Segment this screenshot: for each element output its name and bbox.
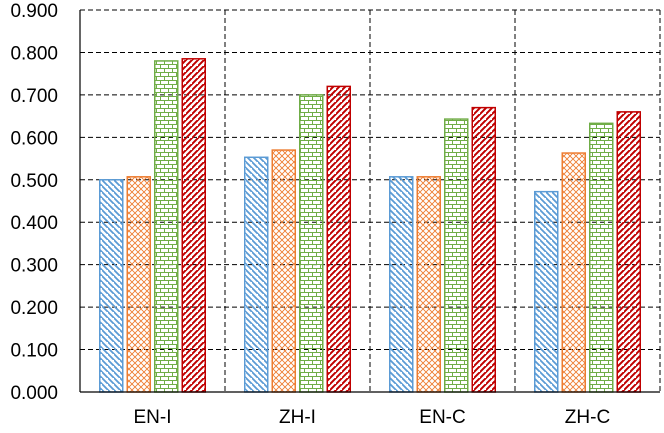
y-tick-label: 0.300 <box>10 256 58 277</box>
bar-zh-i-series-1 <box>244 156 269 393</box>
bar-en-i-series-2 <box>126 176 151 393</box>
y-tick-label: 0.700 <box>10 86 58 107</box>
bar-en-c-series-2 <box>416 176 441 393</box>
bar-zh-c-series-4 <box>616 111 641 393</box>
y-axis-tick-labels: 0.000 0.100 0.200 0.300 0.400 0.500 0.600 0.700… <box>10 1 58 404</box>
bars <box>99 58 641 393</box>
bar-en-c-series-3 <box>444 118 469 393</box>
y-tick-label: 0.100 <box>10 341 58 362</box>
y-tick-label: 0.600 <box>10 128 58 149</box>
y-tick-label: 0.000 <box>10 383 58 404</box>
bar-en-c-series-4 <box>471 106 496 393</box>
x-category-label: EN-I <box>134 407 172 428</box>
bar-zh-i-series-2 <box>271 149 296 393</box>
bar-zh-i-series-3 <box>299 94 324 393</box>
bar-zh-c-series-3 <box>589 122 614 393</box>
y-tick-label: 0.200 <box>10 298 58 319</box>
y-tick-label: 0.800 <box>10 43 58 64</box>
x-axis-category-labels: EN-I ZH-I EN-C ZH-C <box>134 407 611 428</box>
bar-en-i-series-1 <box>99 179 124 393</box>
y-tick-label: 0.900 <box>10 1 58 22</box>
x-category-label: EN-C <box>419 407 465 428</box>
bar-zh-c-series-1 <box>534 190 559 393</box>
axes <box>79 10 660 393</box>
bar-en-c-series-1 <box>389 176 414 393</box>
x-category-label: ZH-I <box>279 407 316 428</box>
x-category-label: ZH-C <box>565 407 610 428</box>
bar-en-i-series-4 <box>181 58 206 393</box>
y-tick-label: 0.400 <box>10 213 58 234</box>
y-tick-label: 0.500 <box>10 171 58 192</box>
bar-zh-c-series-2 <box>561 152 586 393</box>
bar-zh-i-series-4 <box>326 85 351 393</box>
bar-en-i-series-3 <box>154 60 179 393</box>
